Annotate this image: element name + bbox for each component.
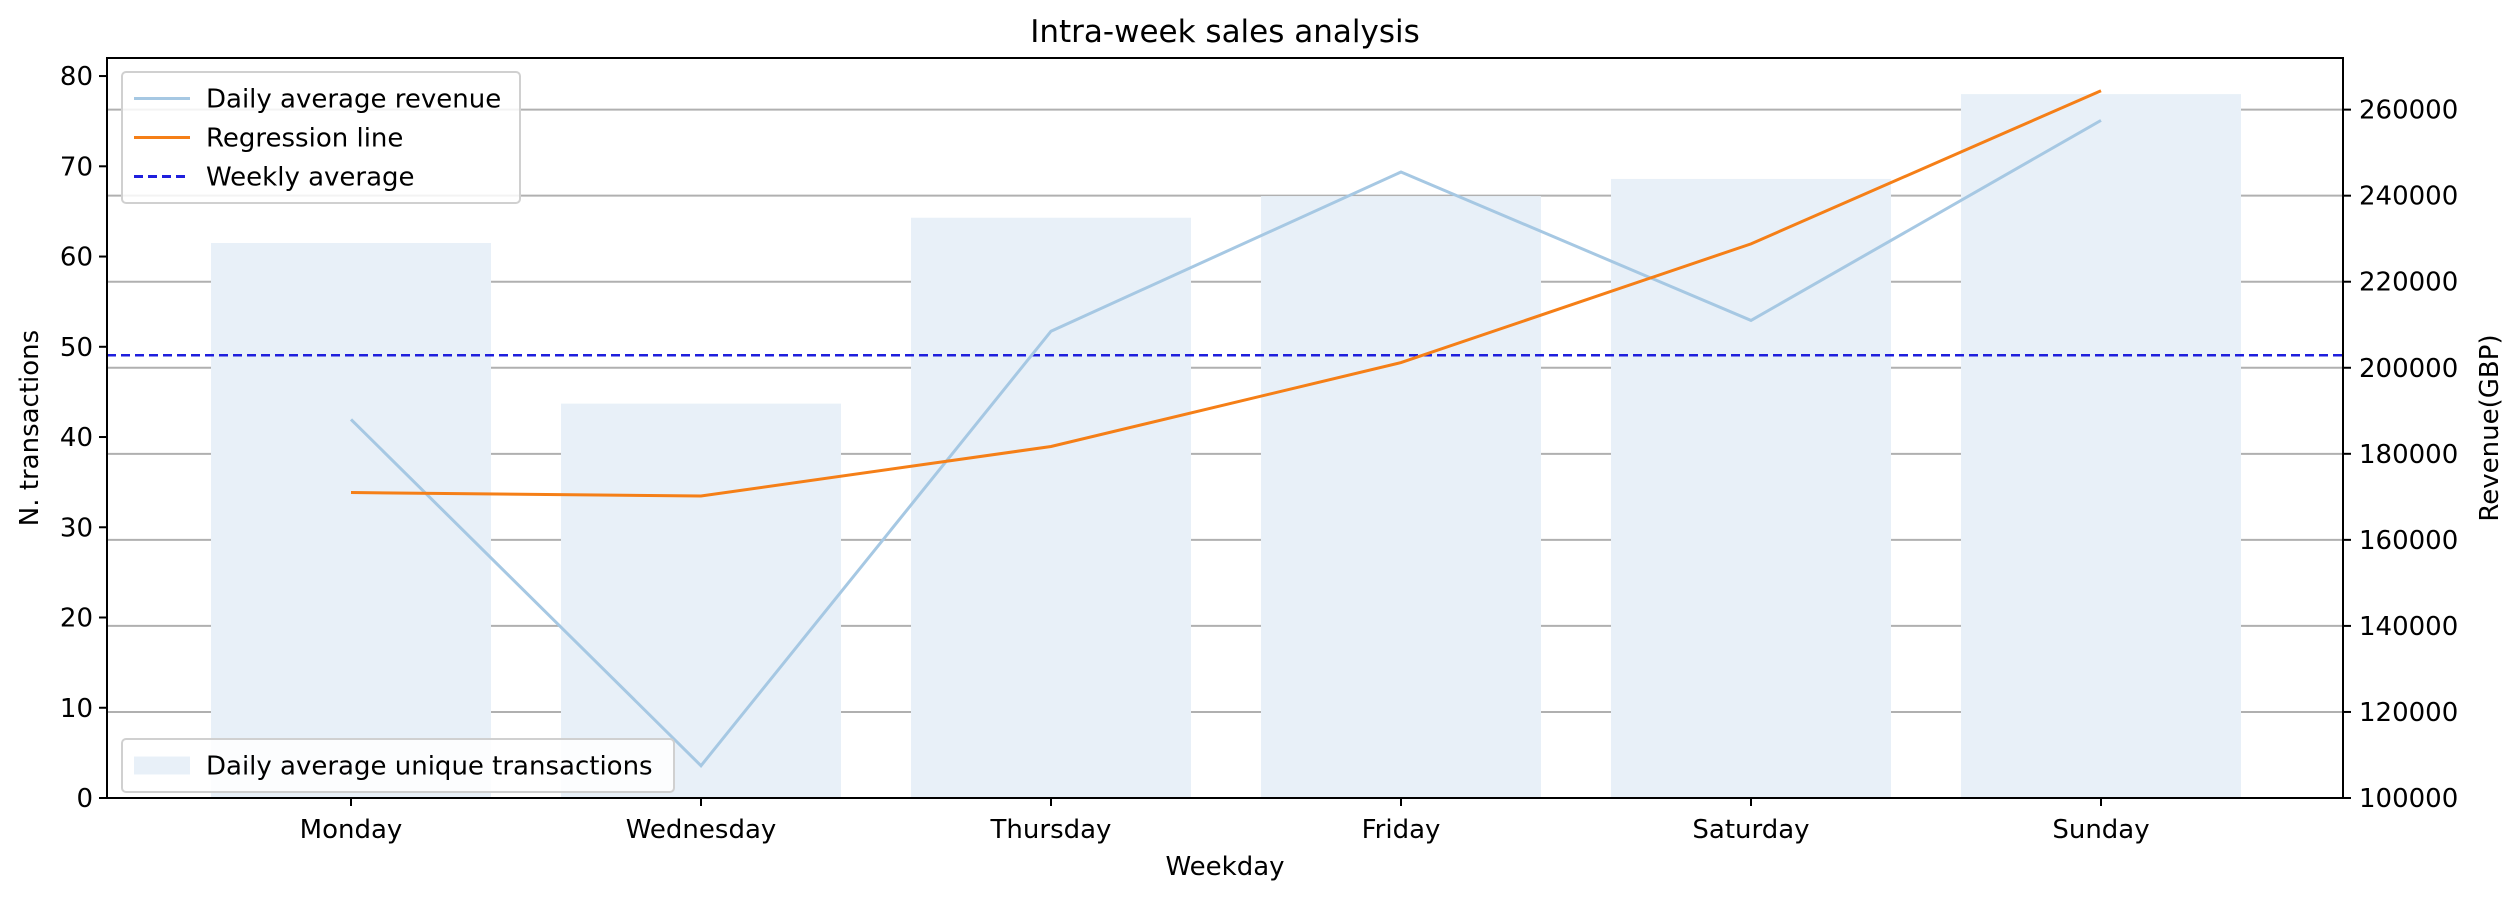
y-right-tick-label: 220000 — [2359, 268, 2458, 298]
y-right-tick-label: 140000 — [2359, 612, 2458, 642]
y-axis-right-ticks: 100000 120000 140000 160000 180000 200000 2200… — [2343, 96, 2458, 814]
x-tick-label: Monday — [300, 815, 403, 845]
y-left-tick-label: 40 — [60, 423, 93, 453]
regression-line — [350, 89, 2102, 498]
y-right-tick-label: 180000 — [2359, 440, 2458, 470]
x-tick-label: Wednesday — [626, 815, 777, 845]
bar — [911, 217, 1191, 799]
legend-label: Daily average unique transactions — [206, 752, 653, 782]
y-right-tick-label: 100000 — [2359, 784, 2458, 814]
bar — [211, 243, 491, 798]
y-left-tick-label: 30 — [60, 513, 93, 543]
y-left-tick-label: 70 — [60, 152, 93, 182]
daily-average-revenue-line — [349, 119, 2102, 768]
y-left-tick-label: 0 — [76, 784, 93, 814]
legend-box — [121, 738, 675, 793]
legend-lower-left: Daily average unique transactions — [121, 738, 675, 793]
legend-label: Daily average revenue — [206, 85, 501, 115]
y-axis-left-label: N. transactions — [15, 330, 45, 526]
legend-label: Weekly average — [206, 163, 415, 193]
legend-upper-left: Daily average revenue Regression line Week… — [121, 71, 521, 204]
bar-series — [211, 94, 2241, 799]
y-left-tick-label: 10 — [60, 694, 93, 724]
x-tick-label: Sunday — [2052, 815, 2149, 845]
bar — [1261, 196, 1541, 798]
legend-label: Regression line — [206, 124, 403, 154]
y-left-tick-label: 60 — [60, 243, 93, 273]
chart-title: Intra-week sales analysis — [1030, 14, 1420, 50]
x-axis-ticks: Monday Wednesday Thursday Friday Saturday Sun… — [300, 798, 2150, 845]
x-tick-label: Thursday — [990, 815, 1112, 845]
legend-swatch-bar — [134, 756, 190, 775]
bar — [561, 403, 841, 798]
y-right-tick-label: 240000 — [2359, 182, 2458, 212]
y-right-tick-label: 160000 — [2359, 526, 2458, 556]
bar — [1961, 94, 2241, 799]
line-series — [107, 89, 2343, 768]
plot-frame — [106, 57, 2344, 799]
x-tick-label: Friday — [1362, 815, 1441, 845]
y-left-tick-label: 20 — [60, 604, 93, 634]
y-right-tick-label: 200000 — [2359, 354, 2458, 384]
y-right-tick-label: 120000 — [2359, 698, 2458, 728]
y-axis-left-ticks: 0 10 20 30 40 50 60 70 80 — [60, 62, 107, 814]
legend-box — [121, 71, 521, 204]
y-left-tick-label: 50 — [60, 333, 93, 363]
bar — [1611, 178, 1891, 799]
y-axis-right-label: Revenue(GBP) — [2475, 334, 2505, 521]
y-right-tick-label: 260000 — [2359, 96, 2458, 126]
x-tick-label: Saturday — [1692, 815, 1809, 845]
x-axis-label: Weekday — [1165, 852, 1284, 882]
y-left-tick-label: 80 — [60, 62, 93, 92]
